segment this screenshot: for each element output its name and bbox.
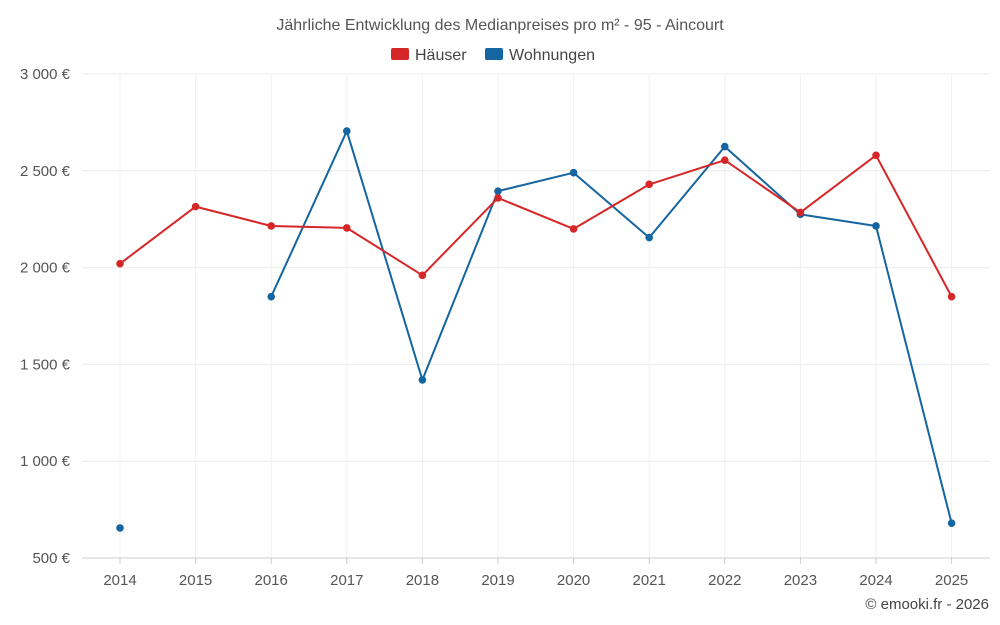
legend-item-haeuser[interactable]: Häuser [391,47,467,64]
chart-title: Jährliche Entwicklung des Medianpreises … [276,17,724,34]
data-point-wohnungen[interactable] [116,524,124,532]
data-point-wohnungen[interactable] [494,187,502,195]
x-tick-label: 2021 [633,572,666,589]
data-point-haeuser[interactable] [947,292,956,301]
data-point-wohnungen[interactable] [947,519,956,527]
x-tick-label: 2016 [255,572,288,589]
x-tick-label: 2020 [557,572,590,589]
y-tick-label: 500 € [32,550,70,567]
y-tick-label: 1 500 € [20,356,71,373]
data-point-haeuser[interactable] [569,225,578,233]
data-point-haeuser[interactable] [191,202,200,211]
data-point-wohnungen[interactable] [418,376,427,384]
data-point-wohnungen[interactable] [872,222,880,230]
data-point-wohnungen[interactable] [569,168,578,177]
x-tick-label: 2017 [330,572,363,589]
legend-swatch-haeuser [391,48,409,60]
y-tick-label: 2 500 € [20,163,71,180]
series-haeuser [116,151,956,301]
x-tick-label: 2014 [103,572,136,589]
x-tick-label: 2022 [708,572,741,589]
x-tick-label: 2025 [935,572,968,589]
series-line-haeuser [119,154,953,298]
x-tick-label: 2019 [481,572,514,589]
data-point-wohnungen[interactable] [645,233,653,242]
data-point-haeuser[interactable] [343,224,351,232]
x-tick-label: 2015 [179,572,212,589]
legend: Häuser Wohnungen [391,47,595,64]
y-tick-label: 3 000 € [20,66,71,83]
data-point-wohnungen[interactable] [721,142,729,151]
x-axis-ticks: 2014 2015 2016 2017 2018 2019 2020 2021 2022 2023… [103,558,968,589]
data-point-haeuser[interactable] [116,259,124,268]
data-point-haeuser[interactable] [494,194,502,202]
credit-text: © emooki.fr - 2026 [865,596,989,613]
x-tick-label: 2024 [859,572,892,589]
series-wohnungen [116,127,956,532]
legend-item-wohnungen[interactable]: Wohnungen [485,47,595,64]
data-point-wohnungen[interactable] [343,127,351,135]
legend-label-wohnungen: Wohnungen [509,47,595,64]
series-line-wohnungen [270,130,953,524]
series [116,127,956,532]
data-point-haeuser[interactable] [267,222,276,230]
y-tick-label: 2 000 € [20,260,71,277]
x-tick-label: 2023 [784,572,817,589]
legend-swatch-wohnungen [485,48,503,60]
y-tick-label: 1 000 € [20,453,71,470]
data-point-wohnungen[interactable] [267,292,276,301]
legend-label-haeuser: Häuser [415,47,467,64]
data-point-haeuser[interactable] [721,156,729,164]
data-point-haeuser[interactable] [796,208,805,217]
y-axis-ticks: 500 € 1 000 € 1 500 € 2 000 € 2 500 € 3 000 € [20,66,71,567]
data-point-haeuser[interactable] [645,180,653,189]
x-tick-label: 2018 [406,572,439,589]
data-point-haeuser[interactable] [418,271,427,280]
data-point-haeuser[interactable] [872,151,880,160]
grid [82,73,990,558]
